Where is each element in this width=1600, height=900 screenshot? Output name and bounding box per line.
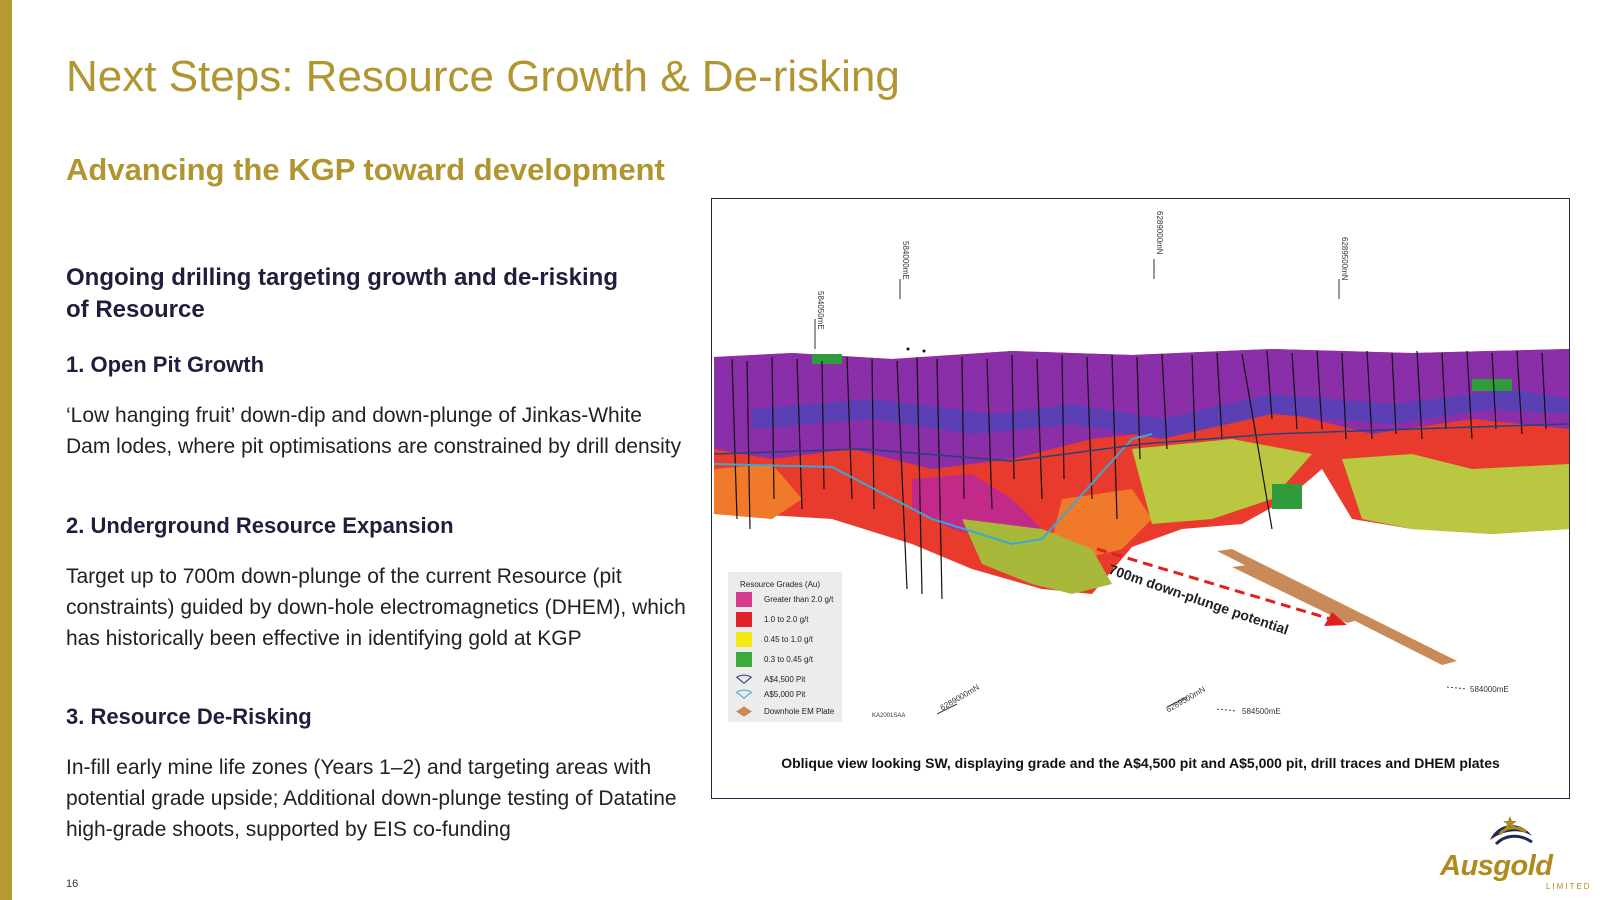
item-heading-underground: 2. Underground Resource Expansion: [66, 513, 454, 538]
oblique-view-figure: 584050mE 584000mE 6289000mN 6289500mN 62…: [711, 198, 1570, 799]
item-body-derisking: In-fill early mine life zones (Years 1–2…: [66, 756, 677, 841]
legend-item: A$5,000 Pit: [734, 687, 840, 703]
logo-emblem-icon: [1490, 816, 1533, 846]
pit-outline-icon: [736, 674, 752, 684]
legend-item: Greater than 2.0 g/t: [734, 592, 840, 608]
coord-label-top-3: 6289000mN: [1155, 211, 1164, 255]
legend-swatch: [736, 632, 752, 647]
page-title: Next Steps: Resource Growth & De-risking: [66, 52, 900, 101]
logo-subtext: LIMITED: [1546, 882, 1592, 891]
legend-label: 0.3 to 0.45 g/t: [764, 655, 813, 664]
item-body-open-pit: ‘Low hanging fruit’ down-dip and down-pl…: [66, 404, 682, 458]
coord-label-bottom-3: 584500mE: [1242, 707, 1281, 716]
ausgold-logo: Ausgold LIMITED: [1440, 812, 1590, 894]
legend-swatch: [736, 612, 752, 627]
legend-item: 0.45 to 1.0 g/t: [734, 632, 840, 648]
section-heading: Ongoing drilling targeting growth and de…: [66, 264, 618, 323]
legend-label: A$4,500 Pit: [764, 675, 806, 684]
accent-side-bar: [0, 0, 12, 900]
legend-label: 1.0 to 2.0 g/t: [764, 615, 809, 624]
grade-legend: Resource Grades (Au) Greater than 2.0 g/…: [728, 572, 842, 722]
legend-item: 1.0 to 2.0 g/t: [734, 612, 840, 628]
legend-label: A$5,000 Pit: [764, 690, 806, 699]
figure-reference-code: KA2001SAA: [872, 713, 906, 719]
em-plate-icon: [736, 706, 752, 717]
item-heading-derisking: 3. Resource De-Risking: [66, 704, 312, 729]
item-heading-open-pit: 1. Open Pit Growth: [66, 352, 265, 377]
pit-outline-icon: [736, 689, 752, 699]
legend-swatch: [736, 592, 752, 607]
coord-label-bottom-4: 584000mE: [1470, 685, 1509, 694]
legend-label: Greater than 2.0 g/t: [764, 595, 834, 604]
figure-caption: Oblique view looking SW, displaying grad…: [781, 755, 1500, 771]
coord-label-top-1: 584050mE: [816, 291, 825, 330]
legend-item: 0.3 to 0.45 g/t: [734, 652, 840, 668]
resource-model-image: [713, 259, 1569, 715]
item-body-underground: Target up to 700m down-plunge of the cur…: [66, 565, 686, 650]
legend-item: Downhole EM Plate: [734, 704, 840, 720]
legend-swatch: [736, 652, 752, 667]
coord-label-top-4: 6289500mN: [1340, 237, 1349, 281]
legend-label: Downhole EM Plate: [764, 707, 835, 716]
logo-wordmark: Ausgold: [1440, 850, 1553, 882]
page-number: 16: [66, 878, 79, 890]
coord-label-top-2: 584000mE: [901, 241, 910, 280]
legend-title: Resource Grades (Au): [740, 580, 821, 589]
page-subtitle: Advancing the KGP toward development: [66, 152, 665, 187]
legend-item: A$4,500 Pit: [734, 672, 840, 688]
legend-label: 0.45 to 1.0 g/t: [764, 635, 813, 644]
